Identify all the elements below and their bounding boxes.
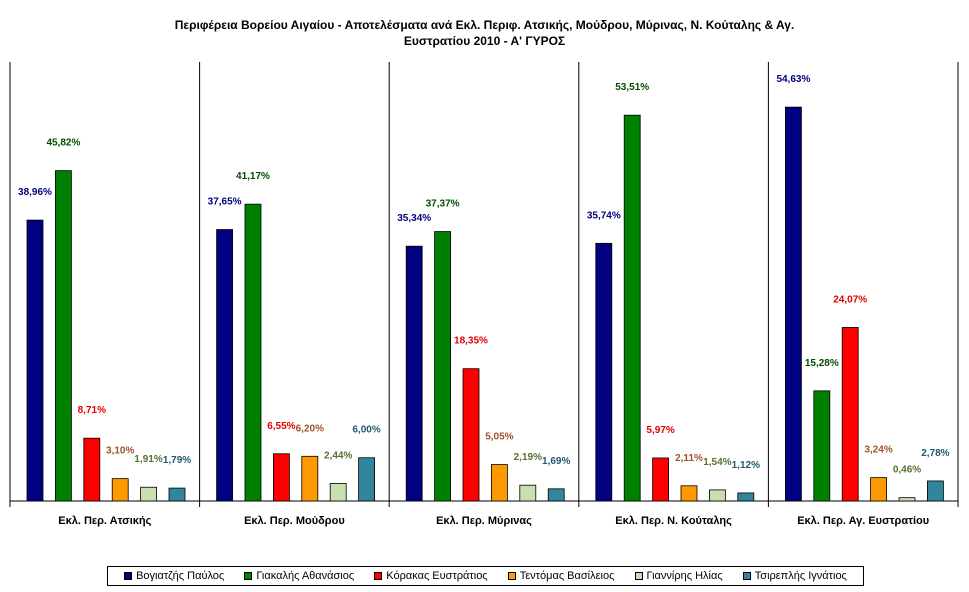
legend-item: Κόρακας Ευστράτιος xyxy=(374,570,488,582)
bar xyxy=(26,219,44,502)
bar xyxy=(652,457,669,502)
bar xyxy=(737,492,755,502)
legend: Βογιατζής Παύλος Γιακαλής Αθανάσιος Κόρακα… xyxy=(107,566,864,586)
data-label: 0,46% xyxy=(893,465,921,476)
bar xyxy=(329,483,347,502)
bar xyxy=(813,390,831,502)
data-label: 45,82% xyxy=(46,138,80,149)
data-label: 35,34% xyxy=(397,213,431,224)
bar xyxy=(111,478,129,502)
bar xyxy=(927,480,944,502)
data-label: 5,97% xyxy=(646,425,674,436)
bar xyxy=(462,368,480,502)
bar xyxy=(547,488,565,502)
bar xyxy=(709,489,726,502)
data-label: 24,07% xyxy=(833,294,867,305)
data-label: 1,79% xyxy=(163,455,191,466)
legend-item: Τεντόμας Βασίλειος xyxy=(507,570,615,582)
category-label: Εκλ. Περ. Αγ. Ευστρατίου xyxy=(797,515,929,527)
legend-item: Γιακαλής Αθανάσιος xyxy=(244,570,354,582)
data-label: 5,05% xyxy=(485,432,513,443)
legend-swatch xyxy=(742,572,751,580)
data-label: 1,91% xyxy=(134,454,162,465)
data-label: 3,10% xyxy=(106,446,134,457)
data-label: 8,71% xyxy=(78,405,106,416)
bar xyxy=(519,484,537,502)
data-label: 6,20% xyxy=(296,423,324,434)
bar xyxy=(434,231,452,502)
data-label: 6,00% xyxy=(352,425,380,436)
chart-title-line-2: Ευστρατίου 2010 - Α' ΓΥΡΟΣ xyxy=(403,34,566,48)
data-label: 15,28% xyxy=(805,358,839,369)
data-label: 6,55% xyxy=(267,421,295,432)
data-label: 37,65% xyxy=(208,197,242,208)
legend-item: Τσιρεπλής Ιγνάτιος xyxy=(742,570,847,582)
bars-group xyxy=(26,106,944,502)
data-label: 35,74% xyxy=(587,210,621,221)
data-label: 38,96% xyxy=(18,187,52,198)
bar xyxy=(490,464,508,502)
legend-label: Βογιατζής Παύλος xyxy=(136,570,225,582)
bar xyxy=(272,453,290,502)
bar xyxy=(841,327,859,502)
data-label: 2,11% xyxy=(675,453,703,464)
bar xyxy=(898,497,916,502)
bar xyxy=(301,455,319,502)
data-label: 2,78% xyxy=(921,448,949,459)
legend-label: Κόρακας Ευστράτιος xyxy=(386,570,488,582)
bar xyxy=(595,242,613,502)
bar xyxy=(55,170,72,502)
data-label: 54,63% xyxy=(776,74,810,85)
chart-title-line-1: Περιφέρεια Βορείου Αιγαίου - Αποτελέσματ… xyxy=(174,18,795,32)
bar xyxy=(244,203,262,502)
category-label: Εκλ. Περ. Μούδρου xyxy=(244,515,345,527)
bar xyxy=(216,229,234,502)
data-label: 1,54% xyxy=(703,457,731,468)
bar xyxy=(168,487,186,502)
legend-label: Τσιρεπλής Ιγνάτιος xyxy=(754,570,847,582)
legend-swatch xyxy=(634,572,643,580)
legend-swatch xyxy=(244,572,253,580)
bar xyxy=(680,485,698,502)
data-label: 3,24% xyxy=(864,445,892,456)
data-label: 2,44% xyxy=(324,450,352,461)
legend-label: Γιαννίρης Ηλίας xyxy=(646,570,723,582)
legend-swatch xyxy=(507,572,516,580)
chart-title: Περιφέρεια Βορείου Αιγαίου - Αποτελέσματ… xyxy=(0,17,969,49)
bar xyxy=(358,457,376,502)
legend-swatch xyxy=(124,572,133,580)
bar xyxy=(623,114,641,502)
category-label: Εκλ. Περ. Ν. Κούταλης xyxy=(615,515,732,527)
data-label: 1,12% xyxy=(732,460,760,471)
category-labels-group: Εκλ. Περ. Ατσικής Εκλ. Περ. Μούδρου Εκλ. Π… xyxy=(58,515,929,527)
category-label: Εκλ. Περ. Μύρινας xyxy=(436,515,532,527)
legend-swatch xyxy=(374,572,383,580)
bar xyxy=(140,486,158,502)
data-label: 2,19% xyxy=(514,452,542,463)
legend-label: Γιακαλής Αθανάσιος xyxy=(256,570,355,582)
bar xyxy=(785,106,802,502)
data-label: 53,51% xyxy=(615,82,649,93)
data-label: 18,35% xyxy=(454,336,488,347)
bar xyxy=(870,477,887,502)
legend-label: Τεντόμας Βασίλειος xyxy=(519,570,615,582)
category-label: Εκλ. Περ. Ατσικής xyxy=(58,515,151,527)
data-label: 37,37% xyxy=(426,199,460,210)
bar xyxy=(83,437,101,502)
data-label: 41,17% xyxy=(236,171,270,182)
data-labels-group: 38,96% 45,82% 8,71% 3,10%1,91% 1,79% 37,65% 41… xyxy=(18,74,950,476)
data-label: 1,69% xyxy=(542,456,570,467)
legend-item: Βογιατζής Παύλος xyxy=(124,570,224,582)
bar xyxy=(405,245,423,502)
legend-item: Γιαννίρης Ηλίας xyxy=(634,570,723,582)
